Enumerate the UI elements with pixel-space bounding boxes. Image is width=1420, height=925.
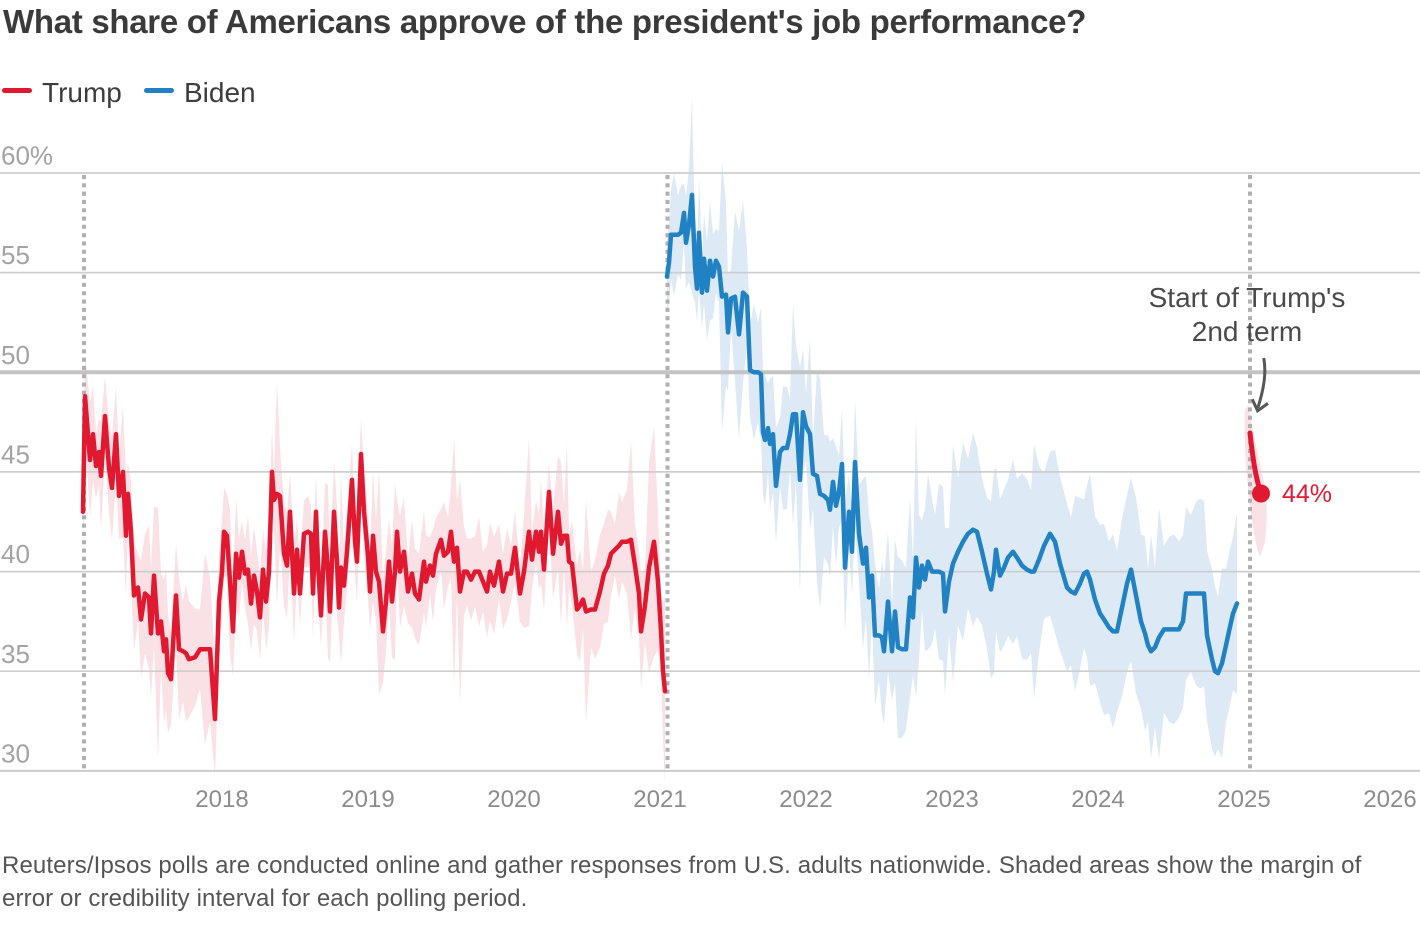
svg-text:2018: 2018 — [195, 786, 248, 813]
svg-text:2022: 2022 — [779, 786, 832, 813]
svg-text:44%: 44% — [1282, 480, 1332, 508]
svg-text:40: 40 — [1, 539, 30, 569]
svg-text:2020: 2020 — [487, 786, 540, 813]
svg-text:Start of Trump's: Start of Trump's — [1149, 282, 1346, 313]
svg-text:2024: 2024 — [1071, 786, 1124, 813]
svg-text:55: 55 — [1, 240, 30, 270]
svg-text:2023: 2023 — [925, 786, 978, 813]
svg-text:30: 30 — [1, 738, 30, 768]
svg-text:50: 50 — [1, 340, 30, 370]
svg-text:2021: 2021 — [633, 786, 686, 813]
svg-text:60%: 60% — [1, 141, 53, 171]
svg-text:2026: 2026 — [1363, 786, 1416, 813]
svg-text:35: 35 — [1, 639, 30, 669]
svg-text:45: 45 — [1, 439, 30, 469]
svg-text:2025: 2025 — [1217, 786, 1270, 813]
svg-text:2nd term: 2nd term — [1192, 316, 1303, 347]
svg-text:2019: 2019 — [341, 786, 394, 813]
